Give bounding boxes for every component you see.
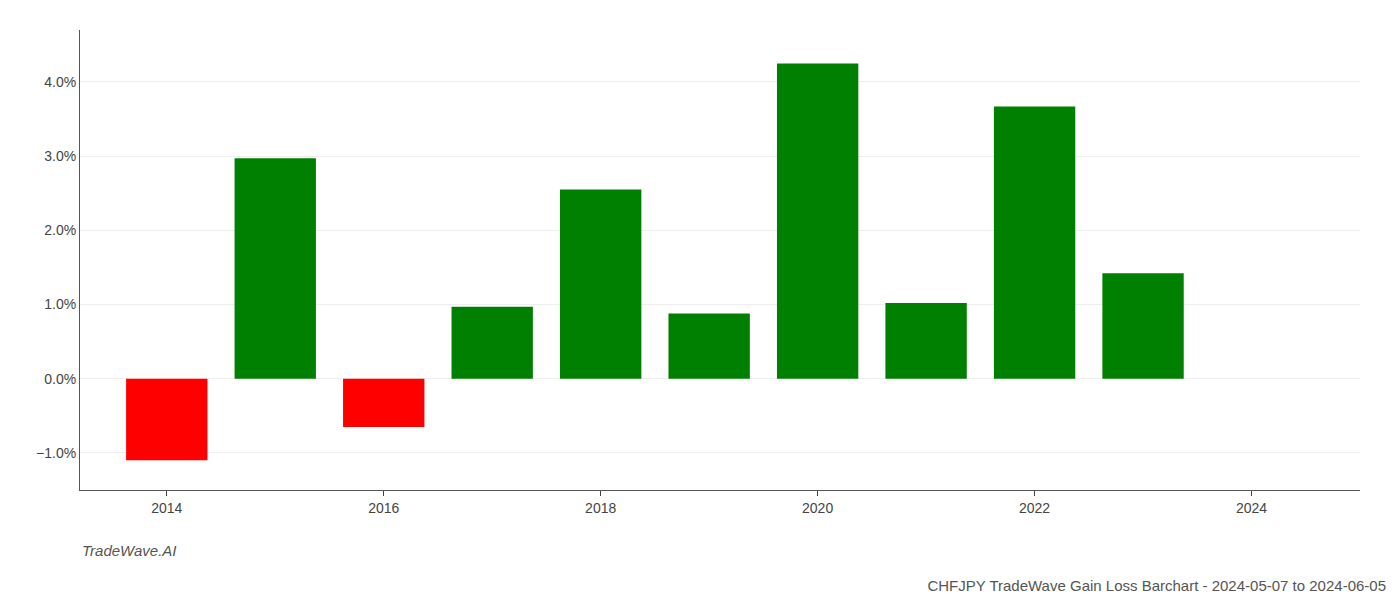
svg-text:2.0%: 2.0%: [44, 222, 76, 238]
svg-text:CHFJPY TradeWave Gain Loss Bar: CHFJPY TradeWave Gain Loss Barchart - 20…: [927, 577, 1386, 594]
svg-text:2016: 2016: [368, 500, 399, 516]
svg-text:0.0%: 0.0%: [44, 371, 76, 387]
svg-text:2022: 2022: [1019, 500, 1050, 516]
svg-text:2014: 2014: [151, 500, 182, 516]
svg-text:2018: 2018: [585, 500, 616, 516]
svg-text:4.0%: 4.0%: [44, 74, 76, 90]
svg-text:1.0%: 1.0%: [44, 296, 76, 312]
svg-text:3.0%: 3.0%: [44, 148, 76, 164]
svg-text:2024: 2024: [1236, 500, 1267, 516]
svg-text:TradeWave.AI: TradeWave.AI: [82, 542, 176, 559]
svg-text:−1.0%: −1.0%: [36, 445, 76, 461]
svg-text:2020: 2020: [802, 500, 833, 516]
